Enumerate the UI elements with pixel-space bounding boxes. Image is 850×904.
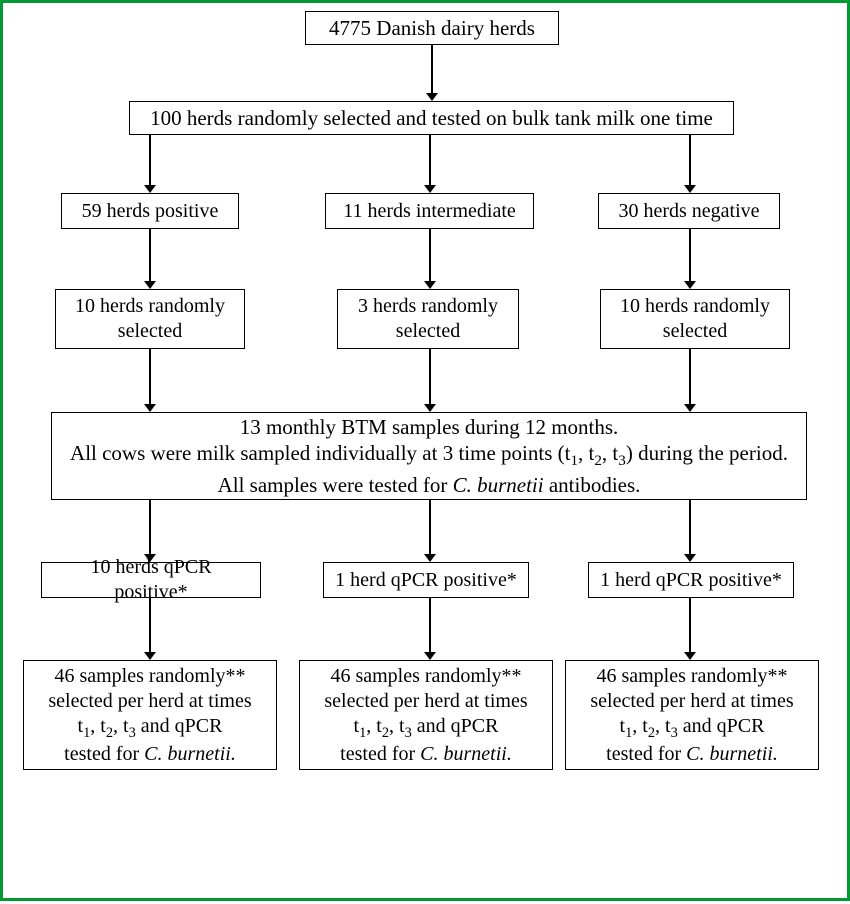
node-text-line: 1 herd qPCR positive*: [335, 568, 517, 593]
flow-arrow-head: [424, 404, 436, 412]
node-text-line: selected per herd at times: [324, 689, 527, 714]
flow-node-n10: 10 herds qPCR positive*: [41, 562, 261, 598]
flow-node-n1: 4775 Danish dairy herds: [305, 11, 559, 45]
flow-node-n5: 30 herds negative: [598, 193, 780, 229]
flow-node-n3: 59 herds positive: [61, 193, 239, 229]
node-text-line: All samples were tested for C. burnetii …: [218, 472, 641, 498]
flow-arrow-head: [144, 652, 156, 660]
flow-arrow-head: [424, 554, 436, 562]
node-text-line: selected: [118, 319, 182, 344]
node-text-line: tested for C. burnetii.: [340, 742, 512, 767]
flow-node-n7: 3 herds randomlyselected: [337, 289, 519, 349]
flow-node-n9: 13 monthly BTM samples during 12 months.…: [51, 412, 807, 500]
node-text-line: 10 herds qPCR positive*: [52, 555, 250, 605]
node-text-line: tested for C. burnetii.: [606, 742, 778, 767]
node-text-line: 11 herds intermediate: [343, 199, 516, 224]
node-text-line: 46 samples randomly**: [596, 664, 787, 689]
node-text-line: 59 herds positive: [82, 199, 219, 224]
flow-node-n13: 46 samples randomly**selected per herd a…: [23, 660, 277, 770]
node-text-line: All cows were milk sampled individually …: [70, 440, 788, 471]
flow-arrow-head: [424, 281, 436, 289]
flow-arrow-head: [684, 554, 696, 562]
flow-arrow-head: [426, 93, 438, 101]
node-text-line: 46 samples randomly**: [330, 664, 521, 689]
node-text-line: 10 herds randomly: [620, 294, 770, 319]
node-text-line: 3 herds randomly: [358, 294, 498, 319]
node-text-line: tested for C. burnetii.: [64, 742, 236, 767]
flow-arrow-head: [684, 404, 696, 412]
flow-arrow-head: [424, 652, 436, 660]
flow-arrow-head: [144, 281, 156, 289]
flow-node-n4: 11 herds intermediate: [325, 193, 534, 229]
flow-arrow-head: [424, 185, 436, 193]
flow-node-n8: 10 herds randomlyselected: [600, 289, 790, 349]
flow-node-n6: 10 herds randomlyselected: [55, 289, 245, 349]
node-text-line: 10 herds randomly: [75, 294, 225, 319]
flow-node-n15: 46 samples randomly**selected per herd a…: [565, 660, 819, 770]
node-text-line: t1, t2, t3 and qPCR: [78, 714, 223, 742]
flow-node-n2: 100 herds randomly selected and tested o…: [129, 101, 734, 135]
node-text-line: 46 samples randomly**: [54, 664, 245, 689]
flowchart-canvas: 4775 Danish dairy herds 100 herds randoml…: [0, 0, 850, 901]
node-text-line: 13 monthly BTM samples during 12 months.: [240, 414, 619, 440]
node-text-line: selected per herd at times: [48, 689, 251, 714]
node-text-line: 4775 Danish dairy herds: [329, 15, 535, 41]
flow-arrow-head: [684, 281, 696, 289]
node-text-line: selected: [663, 319, 727, 344]
flow-node-n14: 46 samples randomly**selected per herd a…: [299, 660, 553, 770]
flow-arrow-head: [144, 185, 156, 193]
flow-node-n12: 1 herd qPCR positive*: [588, 562, 794, 598]
flow-node-n11: 1 herd qPCR positive*: [323, 562, 529, 598]
node-text-line: t1, t2, t3 and qPCR: [620, 714, 765, 742]
node-text-line: 100 herds randomly selected and tested o…: [150, 105, 713, 131]
flow-arrow-head: [684, 185, 696, 193]
node-text-line: 1 herd qPCR positive*: [600, 568, 782, 593]
flow-arrow-head: [144, 404, 156, 412]
flow-arrow-head: [684, 652, 696, 660]
node-text-line: 30 herds negative: [618, 199, 759, 224]
node-text-line: selected per herd at times: [590, 689, 793, 714]
node-text-line: t1, t2, t3 and qPCR: [354, 714, 499, 742]
node-text-line: selected: [396, 319, 460, 344]
